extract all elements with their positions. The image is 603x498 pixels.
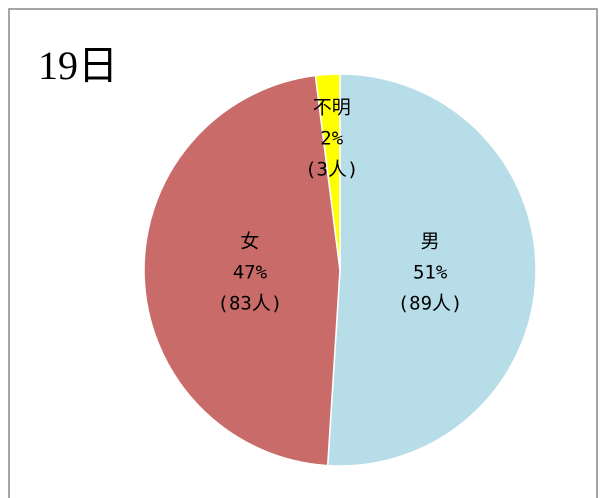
slice-percent: 47%: [233, 261, 268, 283]
pie-slice: [314, 73, 341, 271]
chart-title: 19日: [38, 43, 118, 88]
slice-name: 女: [240, 230, 259, 252]
slice-name: 不明: [313, 96, 351, 118]
pie-slice: [143, 74, 341, 467]
slice-count: (83人): [218, 292, 283, 314]
slice-percent: 51%: [413, 261, 448, 283]
pie-slice: [326, 73, 537, 467]
slice-count: (89人): [398, 292, 463, 314]
slice-name: 男: [421, 230, 440, 252]
slice-count: (3人): [305, 158, 358, 180]
slice-percent: 2%: [320, 127, 343, 149]
